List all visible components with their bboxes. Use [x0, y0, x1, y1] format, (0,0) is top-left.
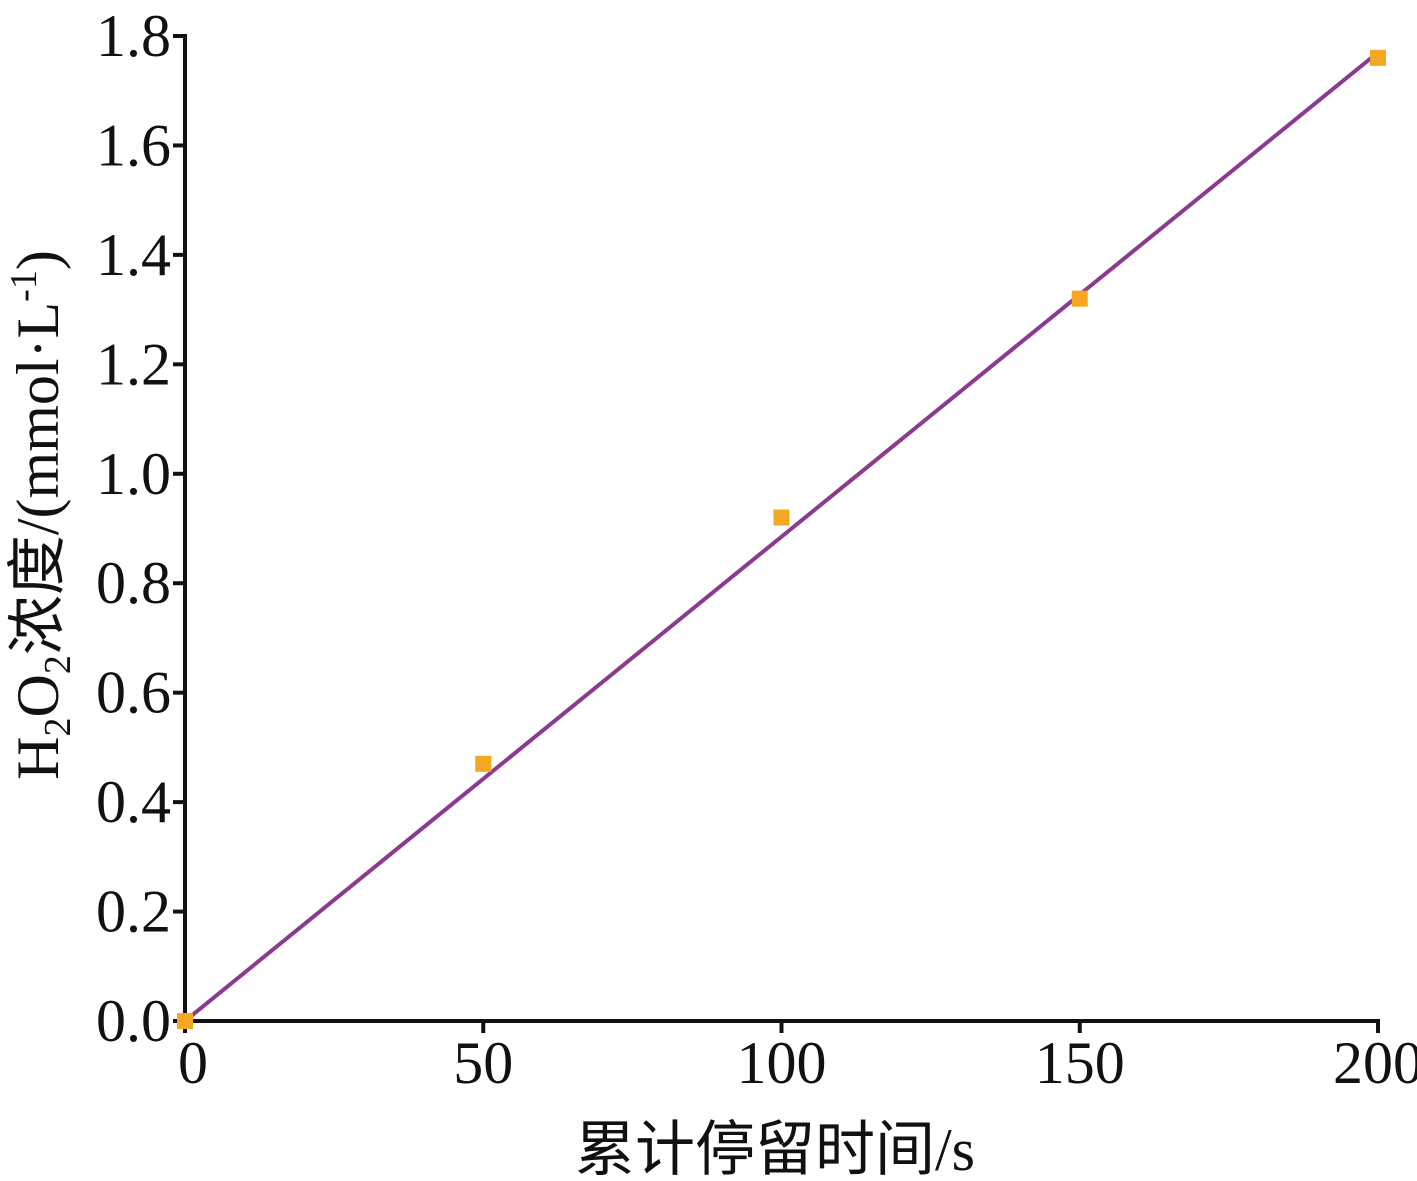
y-tick-label: 1.6	[96, 112, 171, 178]
y-axis-label: H2O2浓度/(mmol·L-1)	[3, 250, 79, 780]
x-tick-label: 50	[453, 1030, 513, 1096]
point	[475, 755, 492, 772]
point	[1370, 49, 1386, 66]
y-label-part: )	[5, 250, 71, 270]
y-tick-label: 0.6	[96, 660, 171, 726]
y-tick-label: 0.2	[96, 879, 171, 945]
y-label-part: -1	[3, 270, 45, 302]
x-tick-label: 0	[178, 1030, 208, 1096]
y-tick-label: 0.0	[96, 988, 171, 1054]
x-tick-label: 150	[1035, 1030, 1125, 1096]
y-tick-label: 0.8	[96, 550, 171, 616]
y-label-part: 2	[37, 717, 79, 736]
point	[177, 1013, 193, 1029]
fit-line	[183, 50, 1380, 1023]
y-tick-label: 1.4	[96, 222, 171, 288]
y-label-part: 2	[37, 655, 79, 674]
point	[773, 509, 790, 526]
x-tick-label: 200	[1333, 1030, 1417, 1096]
y-label-part: H	[5, 736, 71, 779]
y-label-part: O	[5, 674, 71, 717]
y-tick-label: 1.8	[96, 3, 171, 69]
y-tick-label: 0.4	[96, 769, 171, 835]
x-tick-label: 100	[737, 1030, 827, 1096]
x-axis-label: 累计停留时间/s	[575, 1117, 975, 1181]
y-label-part: 浓度/(mmol·L	[5, 302, 71, 655]
point	[1071, 290, 1088, 307]
y-tick-label: 1.2	[96, 331, 171, 397]
y-tick-label: 1.0	[96, 441, 171, 507]
